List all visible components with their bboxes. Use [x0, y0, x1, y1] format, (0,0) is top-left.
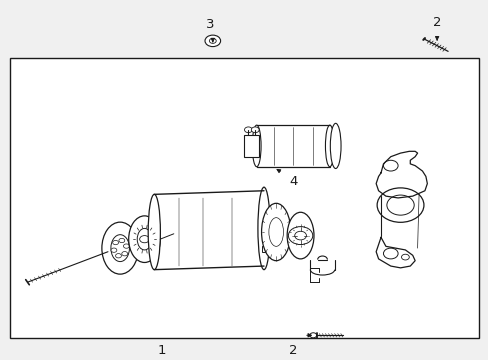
Text: 3: 3	[206, 18, 214, 31]
Ellipse shape	[286, 212, 313, 259]
Ellipse shape	[111, 235, 129, 262]
Circle shape	[251, 127, 259, 133]
Circle shape	[386, 195, 413, 215]
Circle shape	[309, 333, 316, 338]
Text: 1: 1	[157, 344, 165, 357]
Ellipse shape	[325, 125, 333, 167]
Circle shape	[204, 35, 220, 46]
Circle shape	[115, 253, 121, 258]
Text: 2: 2	[432, 16, 441, 29]
Circle shape	[123, 244, 129, 248]
Circle shape	[119, 238, 124, 243]
Text: 2: 2	[288, 344, 297, 357]
Ellipse shape	[252, 125, 261, 167]
Ellipse shape	[128, 216, 160, 262]
Circle shape	[111, 248, 117, 252]
Ellipse shape	[330, 123, 340, 168]
Circle shape	[288, 226, 312, 244]
Bar	[244, 135, 259, 157]
Ellipse shape	[102, 222, 138, 274]
Ellipse shape	[257, 187, 269, 270]
Ellipse shape	[148, 194, 160, 270]
Polygon shape	[261, 246, 278, 257]
Circle shape	[112, 240, 118, 245]
Ellipse shape	[261, 203, 290, 261]
Circle shape	[376, 188, 423, 222]
Circle shape	[383, 248, 397, 259]
Circle shape	[209, 39, 216, 43]
Bar	[10, 58, 478, 338]
Text: 4: 4	[288, 175, 297, 188]
Circle shape	[122, 252, 127, 256]
Circle shape	[401, 254, 408, 260]
Circle shape	[244, 127, 252, 133]
Circle shape	[383, 160, 397, 171]
